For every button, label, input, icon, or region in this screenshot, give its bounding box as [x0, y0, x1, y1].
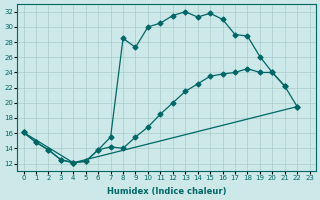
X-axis label: Humidex (Indice chaleur): Humidex (Indice chaleur) [107, 187, 226, 196]
